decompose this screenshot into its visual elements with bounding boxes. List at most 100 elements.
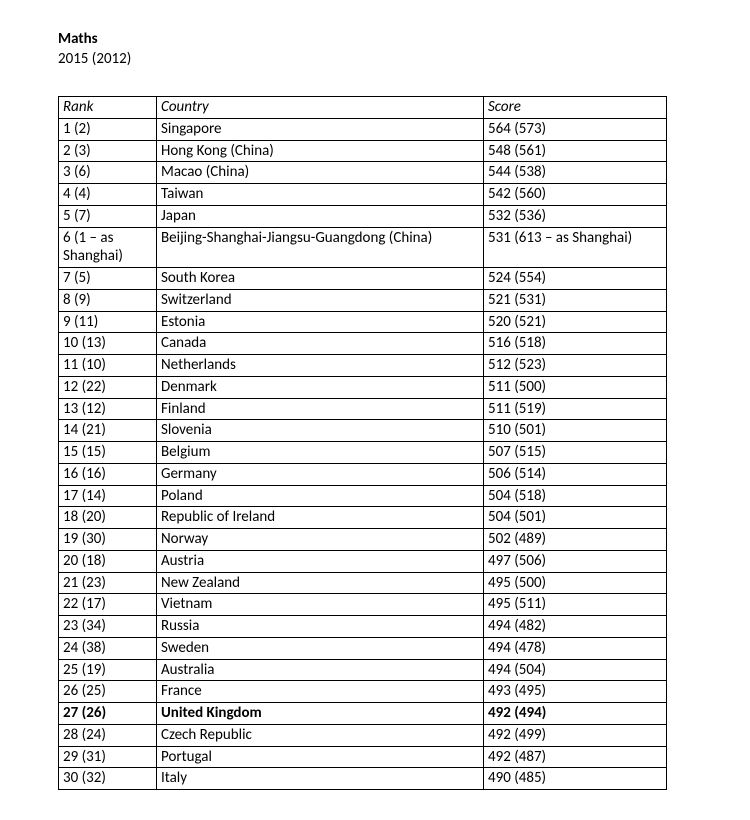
cell-rank: 4 (4): [59, 184, 157, 206]
cell-score: 532 (536): [484, 205, 667, 227]
cell-rank: 7 (5): [59, 268, 157, 290]
cell-score: 548 (561): [484, 140, 667, 162]
table-row: 3 (6)Macao (China)544 (538): [59, 162, 667, 184]
cell-rank: 8 (9): [59, 289, 157, 311]
table-row: 23 (34)Russia494 (482): [59, 616, 667, 638]
table-row: 17 (14)Poland504 (518): [59, 485, 667, 507]
cell-country: Czech Republic: [157, 724, 484, 746]
cell-country: Singapore: [157, 118, 484, 140]
table-row: 12 (22)Denmark511 (500): [59, 376, 667, 398]
cell-country: Australia: [157, 659, 484, 681]
cell-score: 510 (501): [484, 420, 667, 442]
cell-rank: 1 (2): [59, 118, 157, 140]
cell-rank: 19 (30): [59, 529, 157, 551]
table-row: 11 (10)Netherlands512 (523): [59, 355, 667, 377]
cell-rank: 30 (32): [59, 768, 157, 790]
cell-rank: 24 (38): [59, 637, 157, 659]
cell-country: Macao (China): [157, 162, 484, 184]
cell-score: 511 (519): [484, 398, 667, 420]
cell-rank: 20 (18): [59, 550, 157, 572]
cell-country: United Kingdom: [157, 703, 484, 725]
table-row: 16 (16)Germany506 (514): [59, 463, 667, 485]
cell-country: Russia: [157, 616, 484, 638]
page-title: Maths: [58, 30, 692, 48]
cell-score: 494 (478): [484, 637, 667, 659]
cell-country: Italy: [157, 768, 484, 790]
cell-rank: 12 (22): [59, 376, 157, 398]
cell-rank: 9 (11): [59, 311, 157, 333]
cell-rank: 16 (16): [59, 463, 157, 485]
cell-country: Switzerland: [157, 289, 484, 311]
cell-score: 506 (514): [484, 463, 667, 485]
table-header-row: Rank Country Score: [59, 97, 667, 119]
cell-country: New Zealand: [157, 572, 484, 594]
cell-score: 494 (504): [484, 659, 667, 681]
table-row: 29 (31)Portugal492 (487): [59, 746, 667, 768]
cell-country: France: [157, 681, 484, 703]
table-row: 15 (15)Belgium507 (515): [59, 442, 667, 464]
table-row: 5 (7)Japan532 (536): [59, 205, 667, 227]
cell-country: Vietnam: [157, 594, 484, 616]
cell-score: 524 (554): [484, 268, 667, 290]
scores-table: Rank Country Score 1 (2)Singapore564 (57…: [58, 96, 667, 790]
cell-rank: 13 (12): [59, 398, 157, 420]
cell-country: Poland: [157, 485, 484, 507]
cell-country: Republic of Ireland: [157, 507, 484, 529]
cell-score: 507 (515): [484, 442, 667, 464]
cell-rank: 17 (14): [59, 485, 157, 507]
table-row: 25 (19)Australia494 (504): [59, 659, 667, 681]
cell-rank: 6 (1 – as Shanghai): [59, 227, 157, 268]
cell-country: Finland: [157, 398, 484, 420]
cell-country: Austria: [157, 550, 484, 572]
page-subtitle: 2015 (2012): [58, 50, 692, 68]
cell-rank: 21 (23): [59, 572, 157, 594]
cell-country: Hong Kong (China): [157, 140, 484, 162]
cell-country: Beijing-Shanghai-Jiangsu-Guangdong (Chin…: [157, 227, 484, 268]
cell-score: 542 (560): [484, 184, 667, 206]
cell-rank: 18 (20): [59, 507, 157, 529]
table-row: 28 (24)Czech Republic492 (499): [59, 724, 667, 746]
cell-rank: 27 (26): [59, 703, 157, 725]
cell-score: 520 (521): [484, 311, 667, 333]
cell-score: 564 (573): [484, 118, 667, 140]
cell-score: 511 (500): [484, 376, 667, 398]
cell-score: 495 (500): [484, 572, 667, 594]
table-row: 13 (12)Finland511 (519): [59, 398, 667, 420]
table-row: 8 (9)Switzerland521 (531): [59, 289, 667, 311]
cell-rank: 22 (17): [59, 594, 157, 616]
cell-country: Slovenia: [157, 420, 484, 442]
cell-score: 504 (518): [484, 485, 667, 507]
cell-score: 494 (482): [484, 616, 667, 638]
table-row: 24 (38)Sweden494 (478): [59, 637, 667, 659]
table-row: 9 (11)Estonia520 (521): [59, 311, 667, 333]
cell-country: Belgium: [157, 442, 484, 464]
cell-rank: 15 (15): [59, 442, 157, 464]
cell-rank: 26 (25): [59, 681, 157, 703]
table-row: 20 (18)Austria497 (506): [59, 550, 667, 572]
cell-score: 516 (518): [484, 333, 667, 355]
cell-score: 504 (501): [484, 507, 667, 529]
cell-score: 492 (499): [484, 724, 667, 746]
cell-country: Sweden: [157, 637, 484, 659]
cell-country: Norway: [157, 529, 484, 551]
cell-rank: 11 (10): [59, 355, 157, 377]
cell-country: Portugal: [157, 746, 484, 768]
table-row: 30 (32)Italy490 (485): [59, 768, 667, 790]
table-row: 4 (4)Taiwan542 (560): [59, 184, 667, 206]
table-row: 21 (23)New Zealand495 (500): [59, 572, 667, 594]
table-row: 10 (13)Canada516 (518): [59, 333, 667, 355]
cell-rank: 14 (21): [59, 420, 157, 442]
cell-rank: 3 (6): [59, 162, 157, 184]
table-row: 1 (2)Singapore564 (573): [59, 118, 667, 140]
table-row: 26 (25)France493 (495): [59, 681, 667, 703]
col-header-score: Score: [484, 97, 667, 119]
cell-score: 492 (487): [484, 746, 667, 768]
cell-country: Taiwan: [157, 184, 484, 206]
table-row: 2 (3)Hong Kong (China)548 (561): [59, 140, 667, 162]
table-row: 7 (5)South Korea524 (554): [59, 268, 667, 290]
cell-score: 531 (613 – as Shanghai): [484, 227, 667, 268]
cell-rank: 10 (13): [59, 333, 157, 355]
cell-rank: 2 (3): [59, 140, 157, 162]
cell-country: Canada: [157, 333, 484, 355]
cell-score: 497 (506): [484, 550, 667, 572]
